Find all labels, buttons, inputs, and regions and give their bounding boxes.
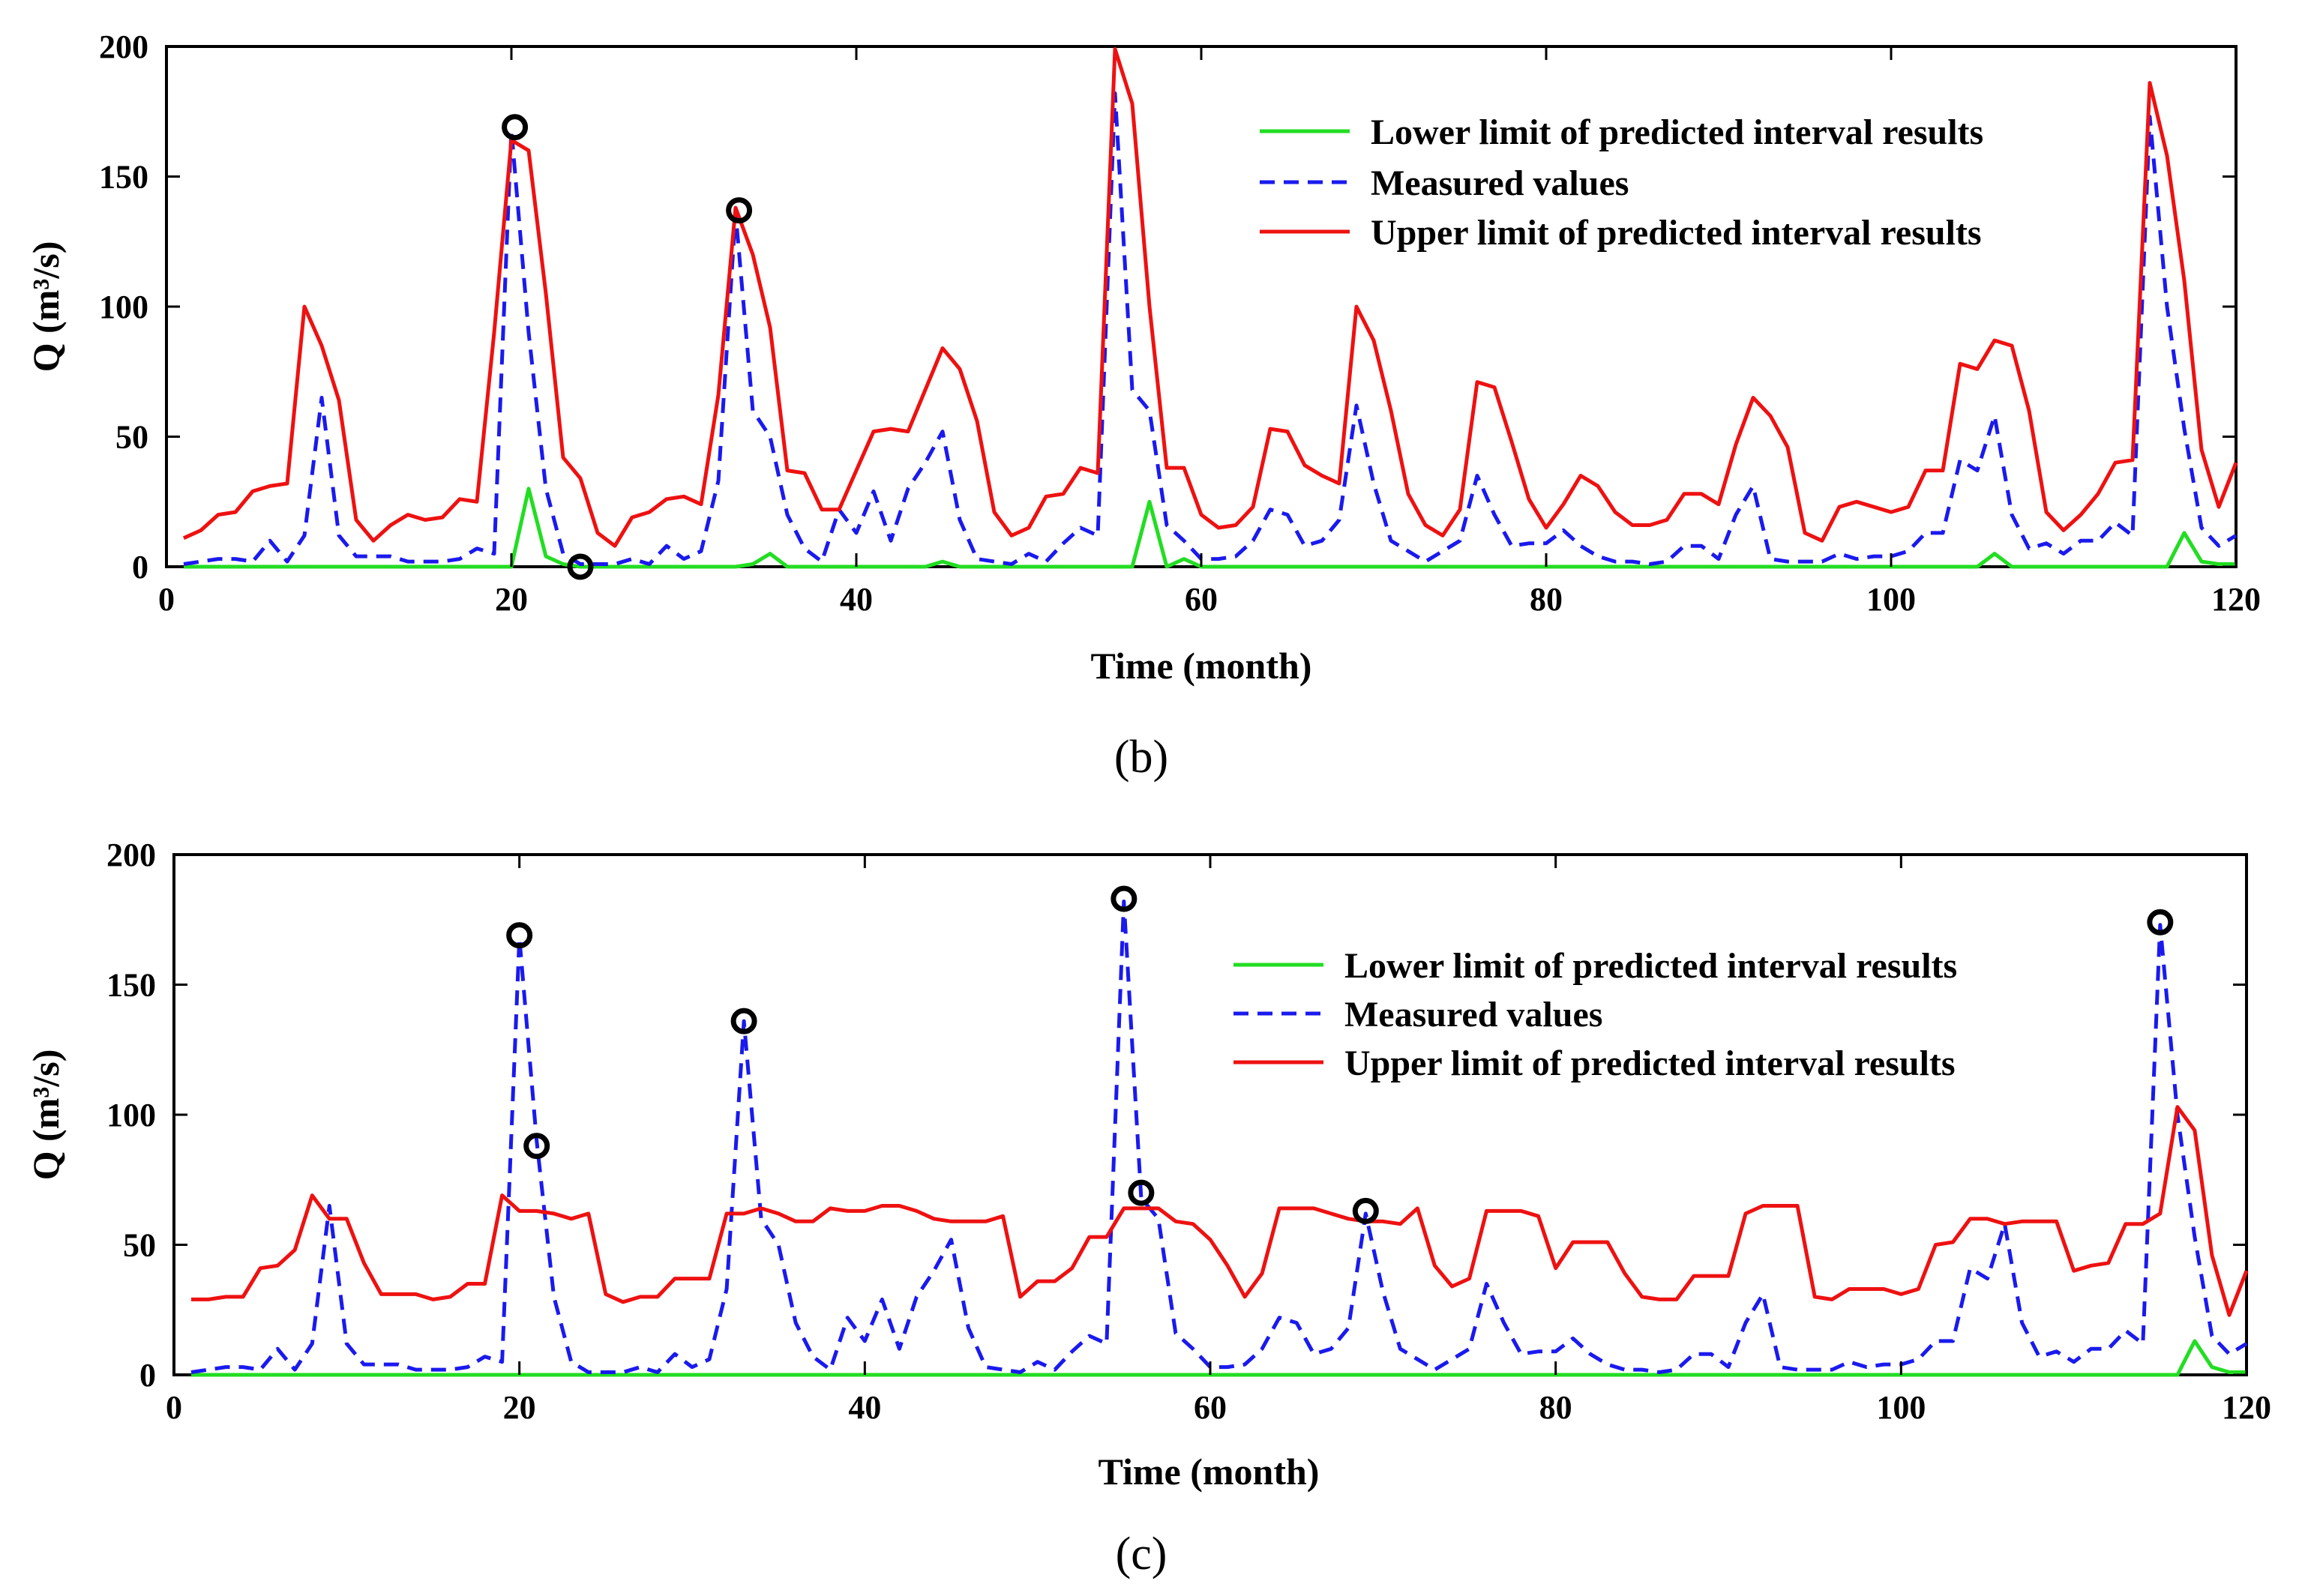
legend-label-upper: Upper limit of predicted interval result… [1371,213,1982,253]
chart-panel-c: 0 20 40 60 80 100 120 0 50 100 150 200 Time (month)… [25,837,2271,1580]
legend-label-measured: Measured values [1371,163,1629,203]
legend-label-lower: Lower limit of predicted interval result… [1371,112,1983,152]
series-line-upper-limit [191,1105,2249,1317]
x-tick-label: 80 [1530,581,1563,618]
series-line-lower-limit [184,487,2236,569]
y-axis-label: Q (m³/s) [25,1050,67,1181]
y-tick-label: 200 [106,837,156,873]
outlier-marker [567,553,594,580]
x-tick-label: 0 [166,1389,182,1426]
x-tick-label: 100 [1866,581,1916,618]
y-tick-label: 50 [115,419,148,456]
outlier-marker [1111,885,1138,912]
x-tick-label: 60 [1185,581,1218,618]
series-line-upper-limit [182,47,2238,548]
x-tick-label: 80 [1539,1389,1572,1426]
outlier-marker [506,922,533,949]
outlier-marker [523,1133,550,1160]
y-tick-label: 50 [123,1227,156,1264]
outlier-marker [502,114,529,141]
y-tick-label: 150 [106,967,156,1004]
x-axis-label: Time (month) [1099,1451,1320,1493]
y-axis-label: Q (m³/s) [25,241,67,373]
x-axis-label: Time (month) [1091,645,1312,687]
y-tick-label: 200 [99,28,148,65]
y-tick-label: 100 [106,1097,156,1133]
x-tick-label: 120 [2222,1389,2271,1426]
legend: Lower limit of predicted interval result… [1233,946,1957,1083]
y-tick-label: 100 [99,289,148,325]
y-tick-label: 0 [139,1357,156,1394]
series-line-measured [190,900,2248,1374]
legend-label-upper: Upper limit of predicted interval result… [1344,1044,1956,1083]
x-tick-label: 40 [848,1389,881,1426]
y-tick-label: 0 [132,549,148,585]
panel-label-c: (c) [1116,1529,1167,1580]
y-tick-label: 150 [99,159,148,196]
x-tick-label: 100 [1876,1389,1926,1426]
x-tick-label: 20 [495,581,528,618]
x-tick-label: 120 [2211,581,2261,618]
outlier-marker [726,197,753,224]
legend-label-measured: Measured values [1344,995,1602,1035]
legend-label-lower: Lower limit of predicted interval result… [1344,946,1957,986]
chart-panel-b: 0 20 40 60 80 100 120 0 50 100 150 200 Time (month)… [25,28,2261,783]
outlier-marker [730,1008,757,1035]
outlier-marker [1352,1197,1379,1224]
x-tick-label: 0 [158,581,175,618]
x-tick-label: 60 [1194,1389,1227,1426]
legend: Lower limit of predicted interval result… [1260,112,1983,253]
panel-label-b: (b) [1114,732,1168,783]
series-line-measured [183,91,2238,566]
x-tick-label: 40 [840,581,873,618]
x-tick-label: 20 [503,1389,536,1426]
outlier-marker [1128,1179,1155,1206]
outlier-marker [2147,909,2174,936]
